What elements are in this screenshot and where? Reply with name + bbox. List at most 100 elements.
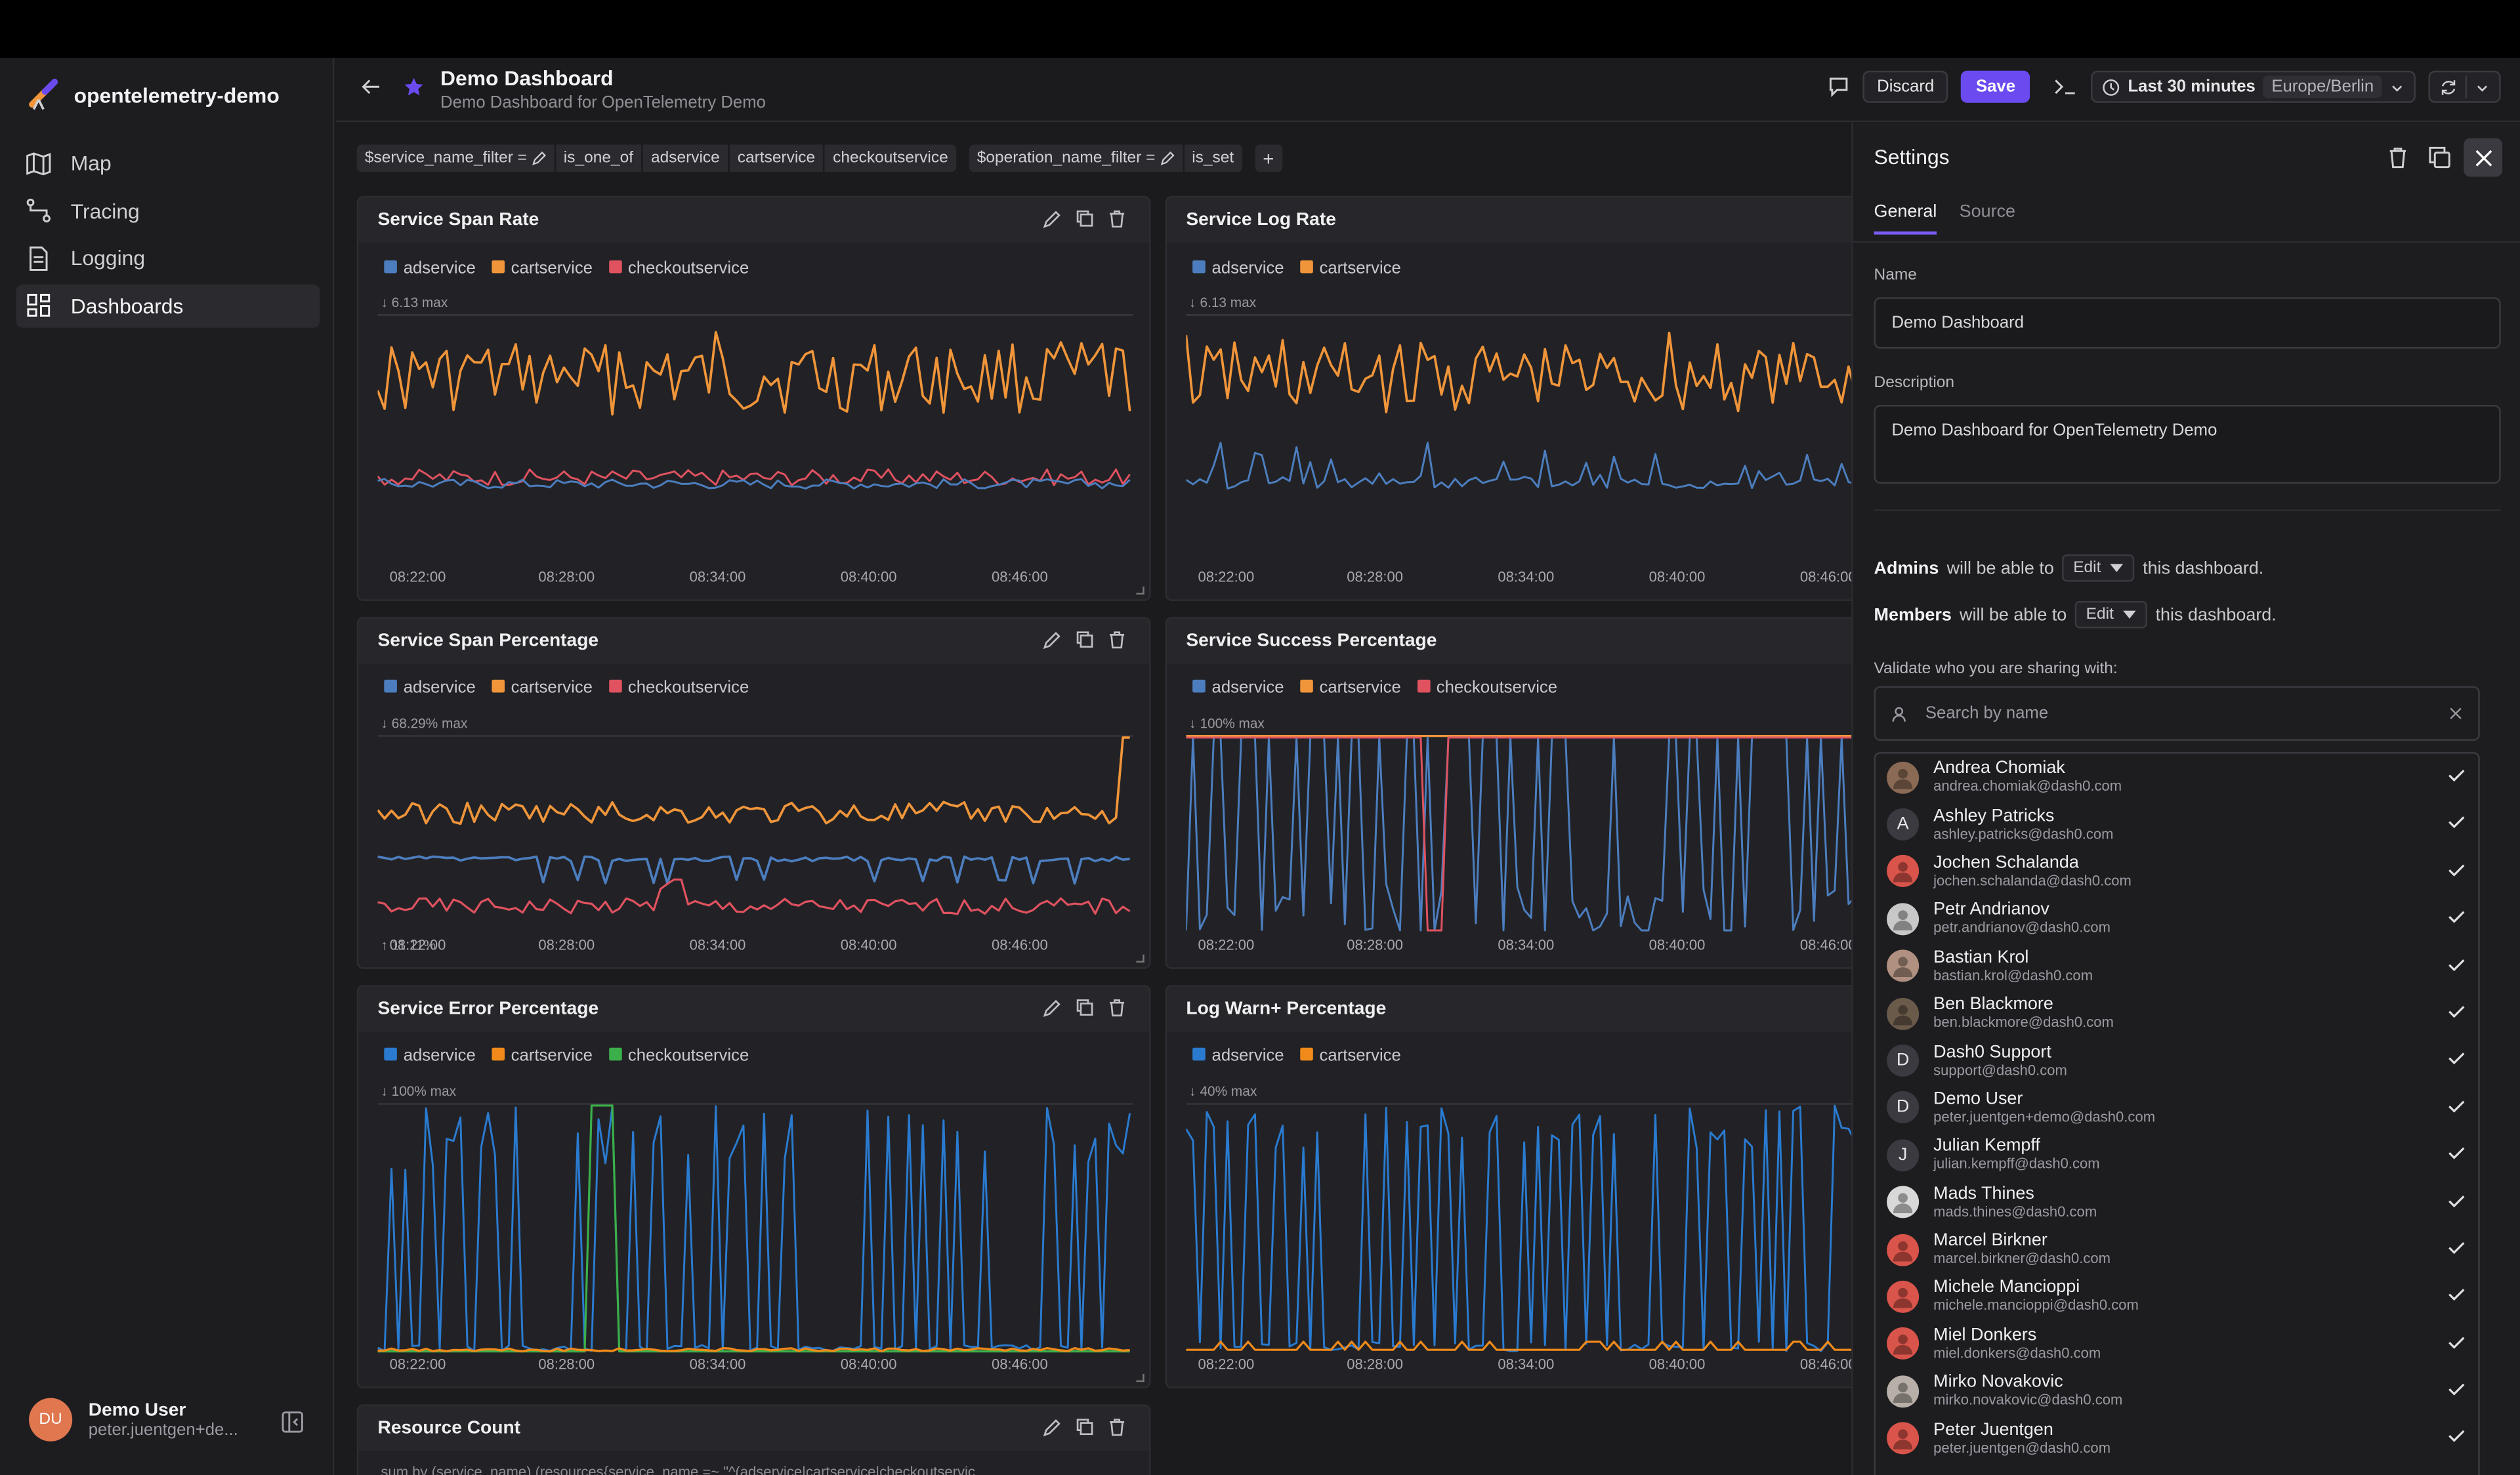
legend-item[interactable]: cartservice: [1300, 259, 1401, 278]
list-item[interactable]: Ben Blackmore ben.blackmore@dash0.com: [1876, 989, 2478, 1037]
refresh-button[interactable]: [2428, 70, 2501, 103]
dashboard-panel[interactable]: Log Warn+ Percentage adservice cartservice…: [1165, 985, 1873, 1388]
duplicate-icon[interactable]: [1075, 1417, 1094, 1436]
edit-icon[interactable]: [1043, 209, 1062, 228]
list-item[interactable]: Petr Andrianov petr.andrianov@dash0.com: [1876, 896, 2478, 943]
sidebar-item-logging[interactable]: Logging: [16, 236, 320, 280]
legend-item[interactable]: adservice: [384, 678, 476, 697]
legend-item[interactable]: cartservice: [1300, 1046, 1401, 1066]
tab-general[interactable]: General: [1874, 203, 1937, 235]
legend-item[interactable]: cartservice: [492, 1046, 593, 1066]
filter-service-name[interactable]: $service_name_filter = is_one_of adservi…: [356, 144, 956, 173]
line-chart[interactable]: [377, 314, 1133, 499]
x-tick-label: 08:22:00: [1198, 936, 1255, 953]
legend-item[interactable]: cartservice: [492, 259, 593, 278]
legend-item[interactable]: checkoutservice: [608, 259, 749, 278]
collapse-sidebar-icon[interactable]: [282, 1411, 304, 1433]
resize-handle[interactable]: [1136, 1373, 1144, 1382]
sidebar-item-map[interactable]: Map: [16, 142, 320, 185]
caret-down-icon: [2123, 610, 2137, 618]
dashboard-panel[interactable]: Service Span Rate adservice cartservice ch…: [356, 196, 1151, 601]
sidebar-item-dashboards[interactable]: Dashboards: [16, 283, 320, 327]
clock-icon: [2103, 78, 2120, 95]
name-field[interactable]: Demo Dashboard: [1874, 297, 2501, 349]
clear-icon[interactable]: [2449, 707, 2462, 720]
members-permission-select[interactable]: Edit: [2074, 600, 2148, 629]
adservice-series-line: [377, 855, 1130, 885]
trash-icon[interactable]: [2387, 146, 2409, 169]
legend-item[interactable]: checkoutservice: [608, 1046, 749, 1066]
resize-handle[interactable]: [1136, 954, 1144, 963]
legend-item[interactable]: adservice: [1192, 678, 1284, 697]
cartservice-series-line: [377, 736, 1130, 825]
trash-icon[interactable]: [1107, 1417, 1126, 1436]
description-field[interactable]: Demo Dashboard for OpenTelemetry Demo: [1874, 405, 2501, 484]
legend-item[interactable]: adservice: [384, 1046, 476, 1066]
list-item[interactable]: Marcel Birkner marcel.birkner@dash0.com: [1876, 1226, 2478, 1273]
list-item[interactable]: Michele Mancioppi michele.mancioppi@dash…: [1876, 1273, 2478, 1320]
edit-icon[interactable]: [1043, 630, 1062, 650]
adservice-series-line: [377, 478, 1131, 489]
duplicate-icon[interactable]: [1075, 998, 1094, 1017]
person-icon: [1893, 910, 1913, 930]
line-chart[interactable]: [377, 734, 1133, 934]
edit-icon[interactable]: [1043, 998, 1062, 1017]
duplicate-icon[interactable]: [2428, 146, 2450, 169]
current-user[interactable]: DU Demo User peter.juentgen+de...: [29, 1398, 238, 1442]
legend-item[interactable]: checkoutservice: [608, 678, 749, 697]
add-filter-button[interactable]: +: [1255, 144, 1282, 173]
tab-source[interactable]: Source: [1959, 202, 2016, 222]
dashboard-panel[interactable]: Service Log Rate adservice cartservice ↓ 6.…: [1165, 196, 1873, 601]
terminal-icon[interactable]: [2052, 75, 2078, 98]
discard-button[interactable]: Discard: [1862, 70, 1949, 103]
pencil-icon[interactable]: [1160, 151, 1174, 165]
list-item[interactable]: D Dash0 Support support@dash0.com: [1876, 1037, 2478, 1084]
comment-icon[interactable]: [1827, 75, 1849, 98]
star-icon[interactable]: [404, 77, 425, 98]
duplicate-icon[interactable]: [1075, 209, 1094, 228]
line-chart[interactable]: [1186, 314, 1872, 499]
pencil-icon[interactable]: [532, 151, 546, 165]
trash-icon[interactable]: [1107, 209, 1126, 228]
divider: [1874, 509, 2501, 511]
duplicate-icon[interactable]: [1075, 630, 1094, 649]
line-chart[interactable]: [1186, 1102, 1872, 1354]
admins-permission-select[interactable]: Edit: [2062, 554, 2135, 582]
legend-item[interactable]: adservice: [384, 259, 476, 278]
list-item[interactable]: Mads Thines mads.thines@dash0.com: [1876, 1178, 2478, 1226]
list-item[interactable]: A Ashley Patricks ashley.patricks@dash0.…: [1876, 801, 2478, 848]
list-item[interactable]: J Julian Kempff julian.kempff@dash0.com: [1876, 1131, 2478, 1178]
dashboard-panel[interactable]: Service Error Percentage adservice cartse…: [356, 985, 1151, 1388]
legend-item[interactable]: adservice: [1192, 1046, 1284, 1066]
trash-icon[interactable]: [1107, 998, 1126, 1017]
edit-icon[interactable]: [1043, 1417, 1062, 1437]
back-arrow-icon[interactable]: [362, 77, 381, 96]
legend-item[interactable]: adservice: [1192, 259, 1284, 278]
org-switcher[interactable]: opentelemetry-demo: [26, 77, 280, 113]
close-settings-button[interactable]: [2464, 138, 2503, 177]
legend-item[interactable]: cartservice: [1300, 678, 1401, 697]
list-item[interactable]: D Demo User peter.juentgen+demo@dash0.co…: [1876, 1084, 2478, 1131]
user-search-input[interactable]: Search by name: [1874, 686, 2480, 741]
checkoutservice-series-line: [377, 878, 1131, 915]
legend-item[interactable]: cartservice: [492, 678, 593, 697]
list-item[interactable]: Mirko Novakovic mirko.novakovic@dash0.co…: [1876, 1367, 2478, 1415]
list-item[interactable]: Andrea Chomiak andrea.chomiak@dash0.com: [1876, 754, 2478, 801]
save-button[interactable]: Save: [1961, 70, 2030, 103]
resize-handle[interactable]: [1136, 586, 1144, 595]
time-range-picker[interactable]: Last 30 minutes Europe/Berlin: [2091, 70, 2416, 103]
sidebar-item-tracing[interactable]: Tracing: [16, 189, 320, 232]
list-item[interactable]: Peter Juentgen peter.juentgen@dash0.com: [1876, 1415, 2478, 1462]
dashboard-panel[interactable]: Resource Count sum by (service_name) (re…: [356, 1404, 1151, 1475]
list-item[interactable]: Jochen Schalanda jochen.schalanda@dash0.…: [1876, 848, 2478, 896]
dashboard-panel[interactable]: Service Span Percentage adservice cartser…: [356, 617, 1151, 969]
list-item[interactable]: Bastian Krol bastian.krol@dash0.com: [1876, 942, 2478, 989]
dashboard-panel[interactable]: Service Success Percentage adservice carts…: [1165, 617, 1873, 969]
line-chart[interactable]: [1186, 734, 1872, 934]
filter-operation-name[interactable]: $operation_name_filter = is_set: [969, 144, 1242, 173]
line-chart[interactable]: [377, 1102, 1133, 1354]
trash-icon[interactable]: [1107, 630, 1126, 649]
legend-item[interactable]: checkoutservice: [1417, 678, 1557, 697]
header-actions: Discard Save Last 30 minutes Europe/Berl…: [1827, 70, 2501, 103]
list-item[interactable]: Miel Donkers miel.donkers@dash0.com: [1876, 1320, 2478, 1367]
